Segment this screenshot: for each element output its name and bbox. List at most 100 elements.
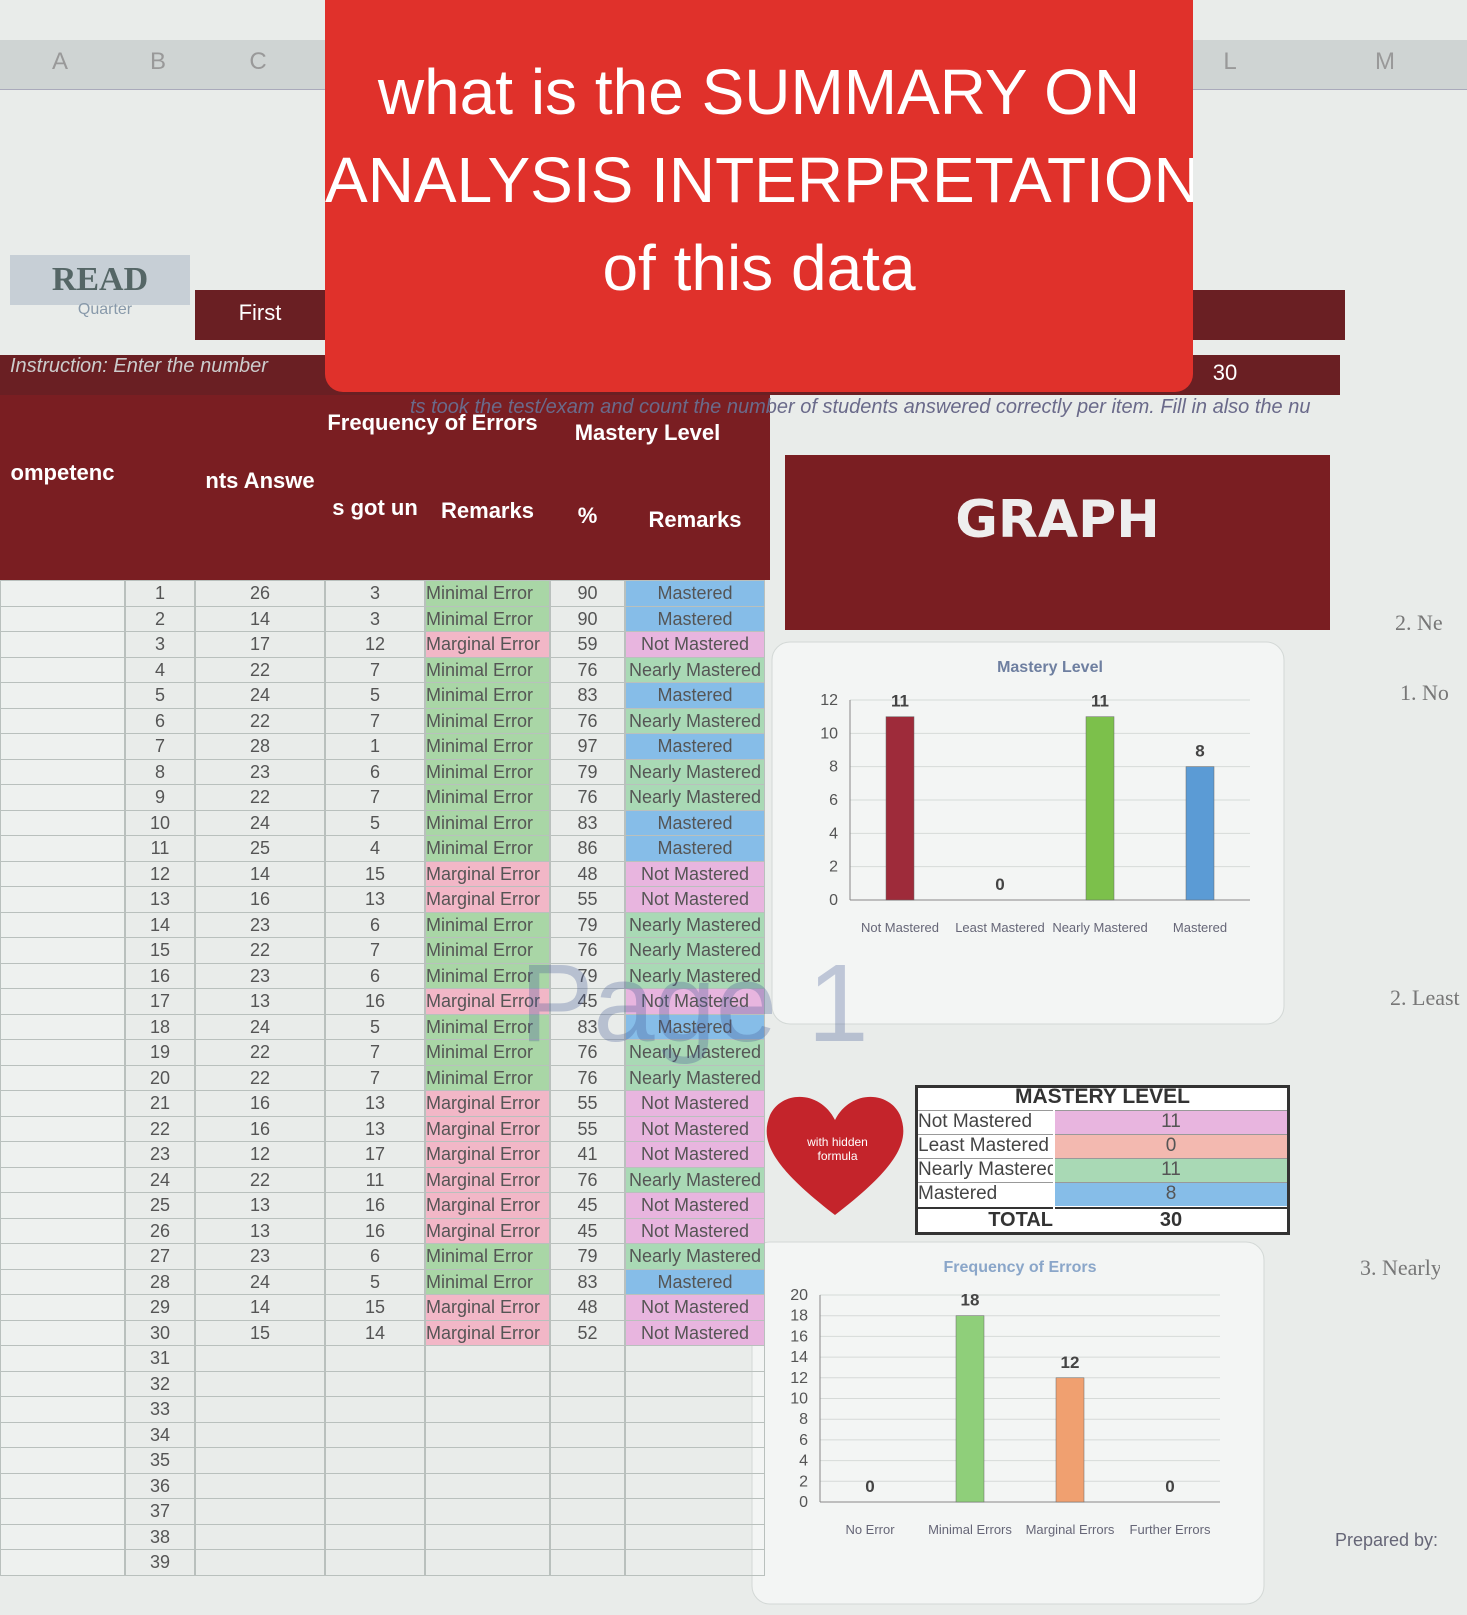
table-cell: 15: [195, 1319, 325, 1346]
y-tick-label: 4: [799, 1453, 808, 1470]
side-note: 2. Ne: [1395, 610, 1443, 635]
table-cell: 22: [195, 1064, 325, 1091]
table-cell: [195, 1498, 325, 1525]
table-cell: [0, 1294, 125, 1321]
y-tick-label: 18: [790, 1308, 808, 1325]
table-cell: 7: [325, 707, 425, 734]
table-cell: 13: [195, 988, 325, 1015]
bar: [1185, 766, 1215, 901]
question-line: ANALYSIS INTERPRETATION: [325, 144, 1193, 216]
table-cell: [0, 758, 125, 785]
table-cell: Marginal Error: [425, 1141, 550, 1168]
table-cell: [625, 1421, 765, 1448]
summary-label: Least Mastered: [918, 1134, 1053, 1158]
table-cell: [0, 1523, 125, 1550]
summary-label: Nearly Mastered: [918, 1158, 1053, 1180]
table-cell: 23: [195, 911, 325, 938]
summary-value: 11: [1055, 1110, 1287, 1134]
header: Frequency of Errors: [327, 410, 538, 435]
table-cell: [425, 1523, 550, 1550]
table-cell: [550, 1549, 625, 1576]
table-cell: 5: [325, 1013, 425, 1040]
y-tick-label: 6: [829, 792, 838, 809]
table-cell: 30: [125, 1319, 195, 1346]
total-students: 30: [1212, 360, 1238, 385]
summary-label: Mastered: [918, 1182, 1053, 1206]
table-cell: 24: [195, 809, 325, 836]
table-cell: [0, 1141, 125, 1168]
table-cell: [0, 631, 125, 658]
quarter-label: Quarter: [77, 303, 133, 318]
table-cell: Not Mastered: [625, 988, 765, 1015]
header: nts Answe: [205, 468, 315, 493]
y-tick-label: 10: [790, 1391, 808, 1408]
table-cell: 16: [125, 962, 195, 989]
table-cell: [0, 1013, 125, 1040]
table-cell: 5: [325, 682, 425, 709]
table-cell: 79: [550, 758, 625, 785]
table-cell: Nearly Mastered: [625, 1064, 765, 1091]
y-tick-label: 12: [820, 692, 838, 709]
table-cell: 32: [125, 1370, 195, 1397]
table-cell: [0, 1498, 125, 1525]
table-cell: [0, 1166, 125, 1193]
table-header-bg: [0, 395, 770, 580]
table-cell: Minimal Error: [425, 1013, 550, 1040]
table-cell: 12: [325, 631, 425, 658]
instruction: ts took the test/exam and count the numb…: [410, 396, 1311, 418]
table-cell: 76: [550, 784, 625, 811]
y-tick-label: 10: [820, 725, 838, 742]
table-cell: 27: [125, 1243, 195, 1270]
table-cell: 20: [125, 1064, 195, 1091]
table-cell: [0, 1268, 125, 1295]
chart-title: Frequency of Errors: [944, 1259, 1097, 1276]
table-cell: 23: [125, 1141, 195, 1168]
table-cell: 16: [325, 1217, 425, 1244]
table-cell: 21: [125, 1090, 195, 1117]
table-cell: Not Mastered: [625, 1141, 765, 1168]
table-cell: 15: [125, 937, 195, 964]
table-cell: [325, 1498, 425, 1525]
summary-value: 11: [1055, 1158, 1287, 1182]
column-letter: C: [249, 48, 267, 75]
table-cell: 33: [125, 1396, 195, 1423]
watermark: Page 1: [520, 942, 869, 1065]
graph-title: GRAPH: [955, 490, 1160, 550]
table-cell: Not Mastered: [625, 1319, 765, 1346]
table-cell: 10: [125, 809, 195, 836]
table-cell: 13: [325, 886, 425, 913]
table-cell: [625, 1345, 765, 1372]
table-cell: [625, 1472, 765, 1499]
table-cell: Marginal Error: [425, 1217, 550, 1244]
table-cell: [425, 1370, 550, 1397]
table-cell: [0, 1064, 125, 1091]
table-cell: 5: [325, 1268, 425, 1295]
instruction: Instruction: Enter the number: [10, 355, 268, 377]
table-cell: 76: [550, 707, 625, 734]
header: Mastery Level: [574, 420, 721, 445]
table-cell: Nearly Mastered: [625, 962, 765, 989]
value-label: 11: [1091, 692, 1109, 711]
prepared-by: Prepared by:: [1335, 1530, 1439, 1550]
table-cell: [0, 656, 125, 683]
table-cell: 45: [550, 1192, 625, 1219]
table-cell: [325, 1447, 425, 1474]
table-cell: Nearly Mastered: [625, 1166, 765, 1193]
table-cell: [0, 1090, 125, 1117]
value-label: 0: [1165, 1477, 1174, 1496]
table-cell: [0, 682, 125, 709]
table-cell: 38: [125, 1523, 195, 1550]
summary-total-label: TOTAL: [918, 1207, 1053, 1233]
table-cell: [0, 1472, 125, 1499]
heart: [766, 1096, 904, 1215]
table-cell: 12: [125, 860, 195, 887]
table-cell: Marginal Error: [425, 886, 550, 913]
table-cell: [195, 1370, 325, 1397]
table-cell: [0, 1243, 125, 1270]
table-cell: 3: [325, 605, 425, 632]
table-cell: Nearly Mastered: [625, 656, 765, 683]
table-cell: Not Mastered: [625, 886, 765, 913]
table-cell: Marginal Error: [425, 1166, 550, 1193]
question-line: what is the SUMMARY ON: [377, 56, 1141, 128]
table-cell: Nearly Mastered: [625, 937, 765, 964]
